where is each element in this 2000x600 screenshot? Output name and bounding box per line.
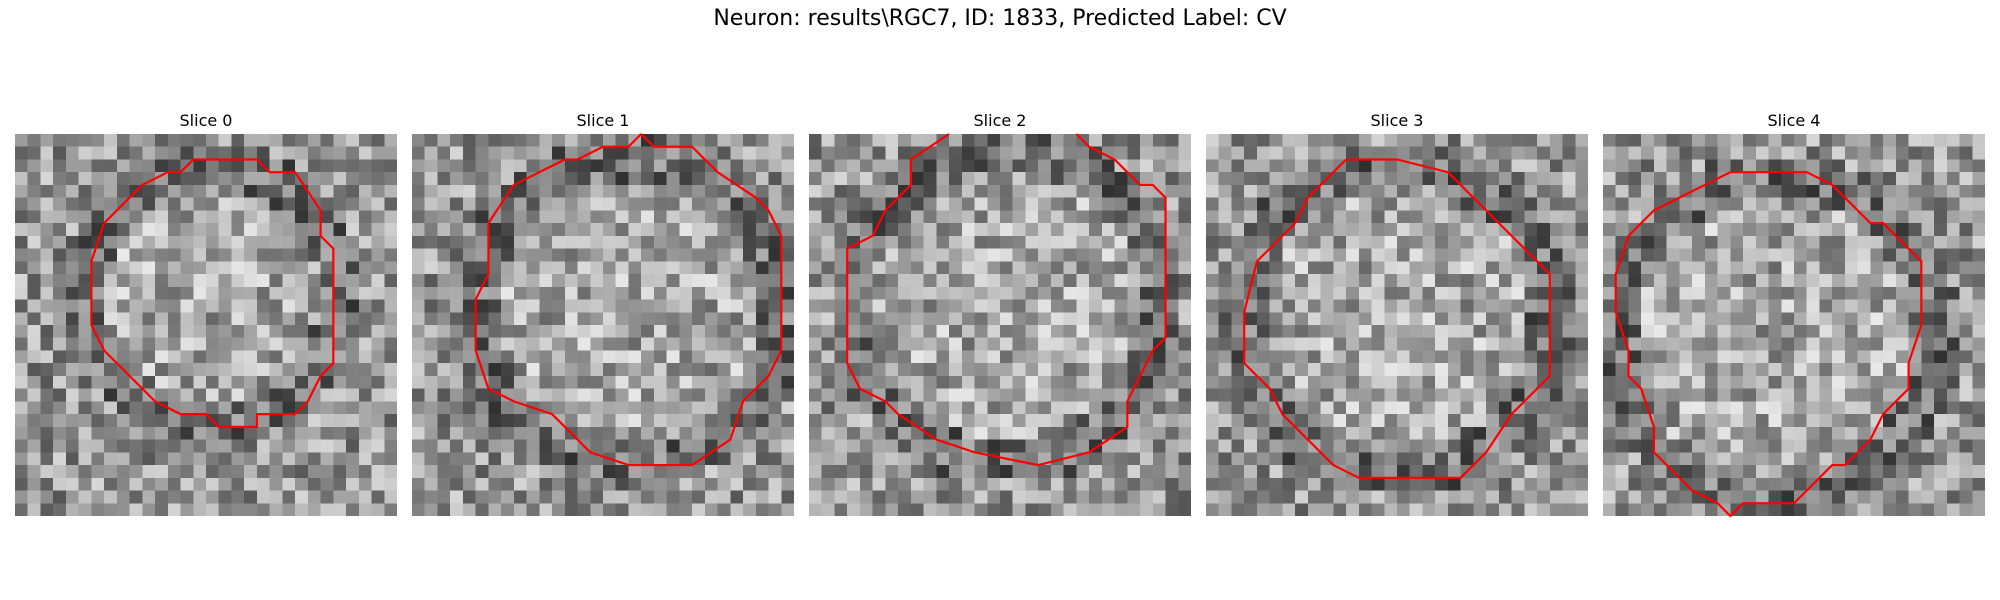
cell-contour [1616,172,1922,516]
contour-overlay [1206,134,1588,516]
slice-title: Slice 3 [1370,111,1424,130]
slice-title: Slice 0 [179,111,233,130]
slice-panel-4: Slice 4 [1603,108,1985,516]
slice-image [1206,134,1588,516]
cell-contour [476,134,782,465]
slice-title: Slice 1 [576,111,630,130]
slice-panel-3: Slice 3 [1206,108,1588,516]
contour-overlay [1603,134,1985,516]
contour-overlay [809,134,1191,516]
contour-overlay [412,134,794,516]
contour-overlay [15,134,397,516]
slice-panel-1: Slice 1 [412,108,794,516]
slice-panel-2: Slice 2 [809,108,1191,516]
cell-contour [91,159,333,426]
slice-image [809,134,1191,516]
slice-title: Slice 4 [1767,111,1821,130]
figure-title: Neuron: results\RGC7, ID: 1833, Predicte… [713,6,1287,31]
slice-title: Slice 2 [973,111,1027,130]
cell-contour [847,134,1165,465]
slice-panel-0: Slice 0 [15,108,397,516]
cell-contour [1244,159,1550,477]
